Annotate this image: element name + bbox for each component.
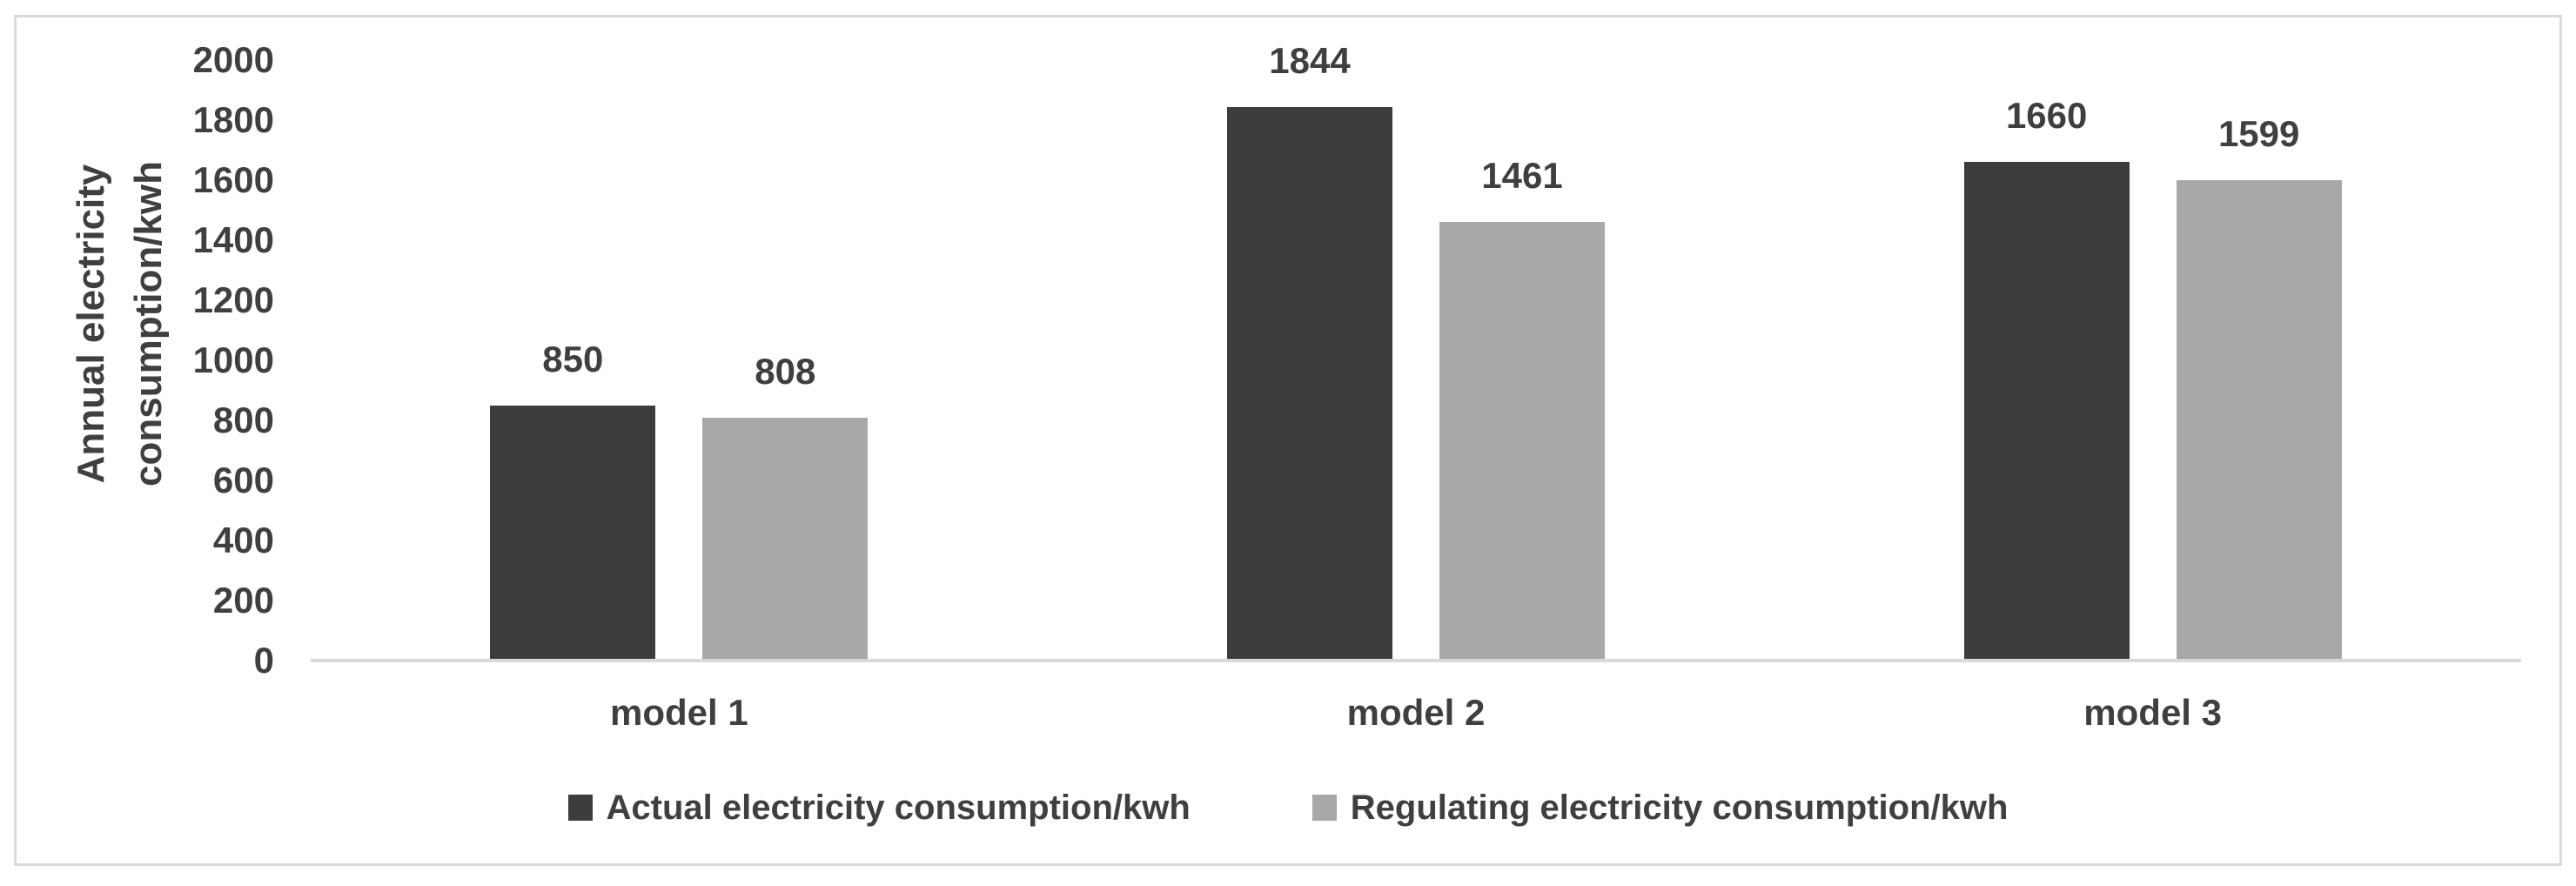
bar-model-1-series-0 (490, 405, 656, 661)
bar-value-label: 1599 (2217, 113, 2300, 155)
legend-swatch-regulating (1311, 795, 1337, 821)
legend-item-actual: Actual electricity consumption/kwh (567, 788, 1191, 828)
legend-label-regulating: Regulating electricity consumption/kwh (1350, 788, 2009, 827)
bar-value-label: 1660 (2005, 95, 2088, 137)
y-tick-label-400: 400 (212, 520, 274, 560)
y-tick-label-1800: 1800 (192, 99, 274, 140)
bar-model-1-series-1 (702, 418, 869, 661)
y-tick-label-1200: 1200 (192, 279, 274, 320)
y-tick-label-0: 0 (253, 640, 274, 681)
x-axis-label-model-1: model 1 (609, 692, 748, 733)
y-tick-label-1400: 1400 (192, 219, 274, 260)
legend-label-actual: Actual electricity consumption/kwh (606, 788, 1191, 827)
x-axis-label-model-2: model 2 (1346, 692, 1486, 733)
y-axis-title-line1: Annual electricity (70, 164, 112, 484)
bar-value-label: 1461 (1481, 154, 1563, 196)
y-tick-label-600: 600 (212, 460, 274, 500)
y-tick-label-2000: 2000 (192, 39, 274, 80)
y-tick-label-1000: 1000 (192, 339, 274, 380)
bar-model-2-series-0 (1227, 106, 1392, 661)
x-axis-line (311, 659, 2521, 662)
y-tick-label-800: 800 (212, 399, 274, 440)
bar-value-label: 808 (755, 351, 816, 393)
bar-value-label: 850 (542, 338, 604, 379)
bar-value-label: 1844 (1269, 39, 1351, 81)
bar-model-3-series-1 (2176, 180, 2342, 661)
y-tick-label-200: 200 (212, 580, 274, 621)
bar-model-3-series-0 (1963, 162, 2130, 661)
legend: Actual electricity consumption/kwh Regul… (0, 782, 2576, 834)
legend-swatch-actual (567, 795, 593, 821)
y-tick-label-1600: 1600 (192, 159, 274, 200)
bar-model-2-series-1 (1439, 221, 1605, 661)
x-axis-label-model-3: model 3 (2083, 692, 2223, 733)
legend-item-regulating: Regulating electricity consumption/kwh (1311, 788, 2009, 828)
